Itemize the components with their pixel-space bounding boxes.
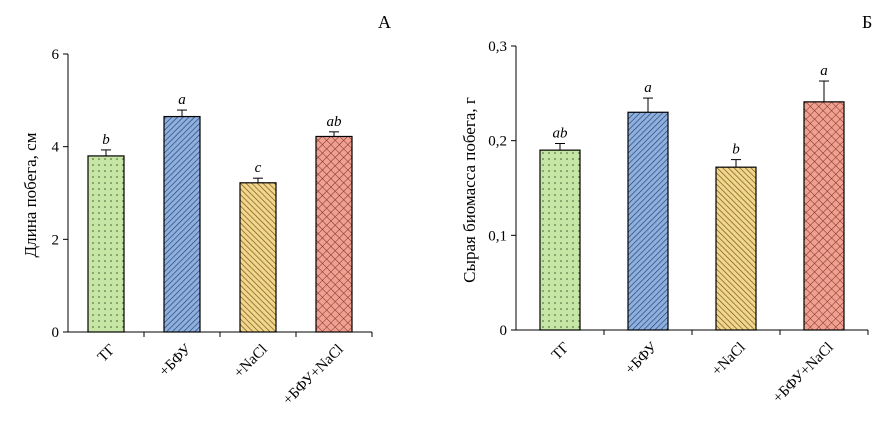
bar-b-3 [715,166,757,331]
x-tick-label-a-1: ТГ [95,341,119,365]
y-tick-label-a: 6 [52,47,60,63]
panel-label-b: Б [862,12,872,32]
significance-label-a-4: ab [327,114,343,130]
y-axis-title-a: Длина побега, см [21,132,40,257]
y-axis-title-b: Сырая биомасса побега, г [460,97,479,283]
panel-label-a: А [378,12,391,32]
x-tick-label-a-2: +БФУ [157,341,196,380]
chart-panel-b: Б Сырая биомасса побега, г 00,10,20,3 ab… [460,12,872,406]
bar-b-4 [803,101,845,331]
significance-label-a-3: c [255,160,262,176]
x-axis-a: ТГ +БФУ +NaCl +БФУ+NaCl [68,331,373,409]
significance-label-b-2: a [644,80,652,96]
x-tick-label-a-4: +БФУ+NaCl [280,342,347,409]
bar-a-2 [163,115,201,333]
significance-label-a-2: a [178,92,186,108]
bar-b-1 [539,149,581,331]
y-axis-a: 0 2 4 6 [52,47,69,341]
x-tick-label-b-1: ТГ [549,339,573,363]
y-tick-label-b: 0 [500,323,508,339]
x-tick-label-b-2: +БФУ [623,339,662,378]
bar-a-4 [315,135,353,333]
significance-label-b-1: ab [553,126,569,142]
y-tick-label-a: 4 [52,140,60,156]
x-tick-label-b-3: +NaCl [709,340,749,380]
bar-b-2 [627,111,669,331]
y-tick-label-a: 2 [52,232,60,248]
bar-a-3 [239,182,277,333]
bars-a: b a c ab [87,92,353,333]
x-tick-label-a-3: +NaCl [231,342,271,382]
significance-label-a-1: b [102,132,110,148]
y-tick-label-b: 0,1 [488,228,507,244]
y-tick-label-a: 0 [52,325,60,341]
significance-label-b-3: b [732,142,740,158]
x-tick-label-b-4: +БФУ+NaCl [770,340,837,407]
x-axis-b: ТГ +БФУ +NaCl +БФУ+NaCl [516,329,869,407]
y-tick-label-b: 0,3 [488,39,507,55]
y-axis-b: 0 0,1 0,2 0,3 [488,39,517,339]
y-tick-label-b: 0,2 [488,134,507,150]
bar-a-1 [87,155,125,333]
significance-label-b-4: a [820,63,828,79]
